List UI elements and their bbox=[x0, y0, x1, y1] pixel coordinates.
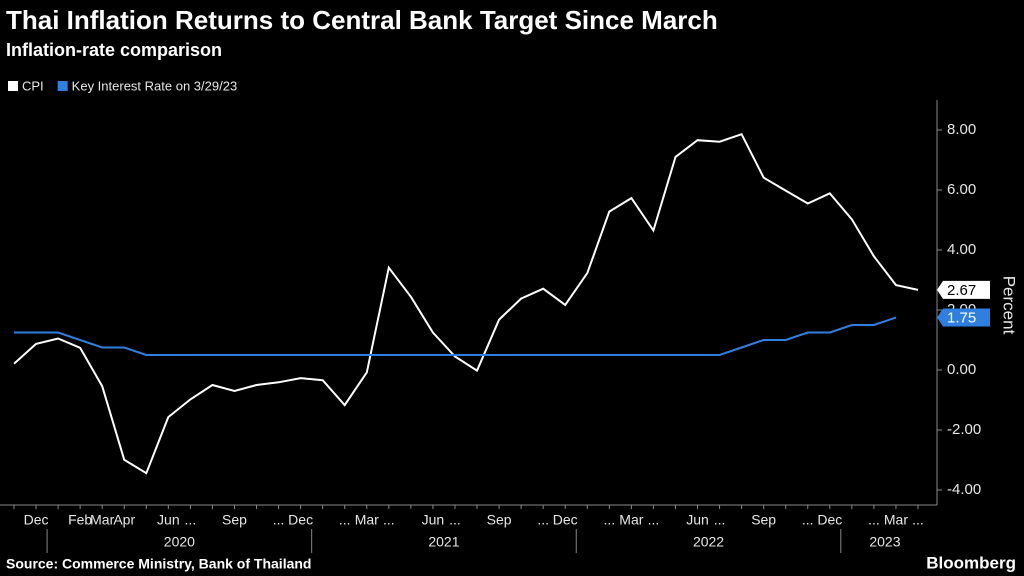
x-tick-label: Sep bbox=[751, 512, 776, 528]
y-axis-label: Percent bbox=[1000, 276, 1019, 335]
x-tick-label: Dec bbox=[288, 512, 313, 528]
y-tick-label: 6.00 bbox=[947, 181, 976, 198]
y-tick-label: -4.00 bbox=[947, 481, 981, 498]
x-tick-label: Sep bbox=[487, 512, 512, 528]
x-tick-label: Dec bbox=[817, 512, 842, 528]
year-label: 2022 bbox=[693, 534, 724, 550]
x-tick-label: Dec bbox=[24, 512, 49, 528]
y-tick-label: 8.00 bbox=[947, 121, 976, 138]
brand: Bloomberg bbox=[926, 553, 1016, 572]
x-tick-label: ... bbox=[802, 512, 814, 528]
x-tick-label: Sep bbox=[222, 512, 247, 528]
x-tick-label: ... bbox=[912, 512, 924, 528]
x-tick-label: Mar bbox=[355, 512, 379, 528]
series-line bbox=[14, 316, 897, 356]
year-label: 2023 bbox=[869, 534, 900, 550]
legend-label: CPI bbox=[22, 78, 44, 93]
chart-subtitle: Inflation-rate comparison bbox=[6, 40, 222, 60]
legend-swatch bbox=[8, 81, 18, 91]
x-tick-label: Dec bbox=[553, 512, 578, 528]
x-tick-label: ... bbox=[185, 512, 197, 528]
x-tick-label: ... bbox=[339, 512, 351, 528]
x-tick-label: ... bbox=[537, 512, 549, 528]
x-tick-label: ... bbox=[868, 512, 880, 528]
series-line bbox=[13, 132, 919, 475]
x-tick-label: ... bbox=[648, 512, 660, 528]
last-value-label: 2.67 bbox=[947, 282, 976, 299]
last-value-pointer bbox=[937, 308, 990, 327]
y-tick-label: 0.00 bbox=[947, 361, 976, 378]
x-tick-label: Jun bbox=[422, 512, 445, 528]
x-tick-label: ... bbox=[383, 512, 395, 528]
x-tick-label: Jun bbox=[157, 512, 180, 528]
last-value-label: 1.75 bbox=[947, 309, 976, 326]
x-tick-label: Mar bbox=[619, 512, 643, 528]
x-tick-label: Mar bbox=[90, 512, 114, 528]
last-value-pointer bbox=[937, 280, 990, 299]
x-tick-label: ... bbox=[449, 512, 461, 528]
chart-title: Thai Inflation Returns to Central Bank T… bbox=[6, 5, 718, 35]
legend-swatch bbox=[57, 81, 68, 91]
legend-label: Key Interest Rate on 3/29/23 bbox=[72, 78, 238, 93]
year-label: 2021 bbox=[428, 534, 459, 550]
year-label: 2020 bbox=[164, 534, 195, 550]
source: Source: Commerce Ministry, Bank of Thail… bbox=[6, 556, 311, 572]
x-tick-label: Apr bbox=[113, 512, 135, 528]
y-tick-label: 4.00 bbox=[947, 241, 976, 258]
x-tick-label: ... bbox=[714, 512, 726, 528]
x-tick-label: Mar bbox=[884, 512, 908, 528]
y-tick-label: -2.00 bbox=[947, 421, 981, 438]
x-tick-label: ... bbox=[603, 512, 615, 528]
x-tick-label: Feb bbox=[68, 512, 92, 528]
x-tick-label: ... bbox=[273, 512, 285, 528]
x-tick-label: Jun bbox=[686, 512, 709, 528]
